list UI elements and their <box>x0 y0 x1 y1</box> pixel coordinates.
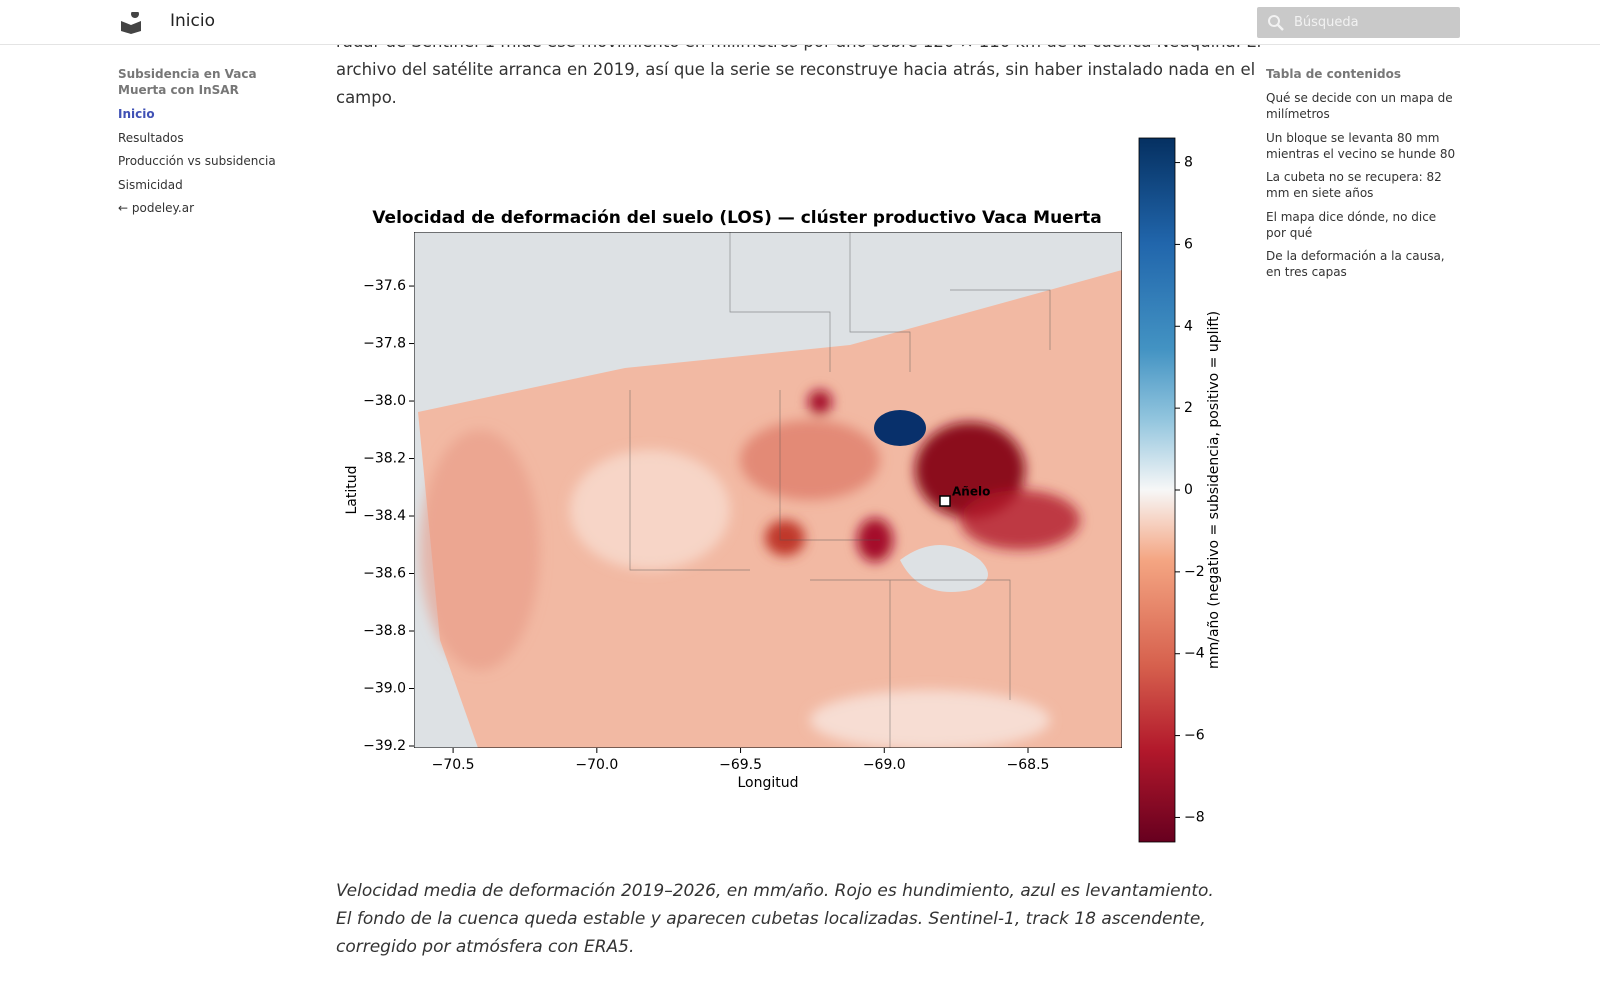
x-tick-label: −68.5 <box>1007 757 1050 773</box>
search-box[interactable]: Búsqueda <box>1257 7 1460 38</box>
y-tick-label: −38.6 <box>363 566 406 582</box>
colorbar-tick-label: 6 <box>1184 236 1193 252</box>
figure-caption: Velocidad media de deformación 2019–2026… <box>336 881 1214 957</box>
colorbar-tick-label: −8 <box>1184 809 1205 825</box>
x-axis-label: Longitud <box>737 775 798 791</box>
y-tick-label: −39.2 <box>363 738 406 754</box>
colorbar-tick-label: 4 <box>1184 318 1193 334</box>
y-tick-label: −37.6 <box>363 278 406 294</box>
nav-link[interactable]: Producción vs subsidencia <box>118 154 276 168</box>
header: Inicio Búsqueda <box>0 0 1600 45</box>
x-tick-label: −70.0 <box>575 757 618 773</box>
colorbar-tick-label: 2 <box>1184 400 1193 416</box>
y-axis-label: Latitud <box>344 465 360 514</box>
figure-title: Velocidad de deformación del suelo (LOS)… <box>372 208 1101 228</box>
paragraph-line: archivo del satélite arranca en 2019, as… <box>336 60 1256 79</box>
y-tick-label: −38.0 <box>363 393 406 409</box>
toc-link[interactable]: Qué se decide con un mapa de milímetros <box>1266 91 1453 121</box>
map-raster <box>414 232 1122 748</box>
colorbar-tick-label: 0 <box>1184 482 1193 498</box>
colorbar <box>1138 137 1176 843</box>
x-tick-label: −70.5 <box>432 757 475 773</box>
nav-link[interactable]: Inicio <box>118 107 155 121</box>
toc-title: Tabla de contenidos <box>1266 67 1402 81</box>
nav-link[interactable]: ← podeley.ar <box>118 201 195 215</box>
x-tick-label: −69.0 <box>863 757 906 773</box>
colorbar-label: mm/año (negativo = subsidencia, positivo… <box>1206 311 1222 669</box>
nav-link[interactable]: Sismicidad <box>118 177 183 192</box>
toc-link[interactable]: De la deformación a la causa, en tres ca… <box>1266 249 1445 279</box>
logo[interactable] <box>120 12 142 34</box>
search-placeholder: Búsqueda <box>1294 15 1359 30</box>
paragraph-line: campo. <box>336 88 397 107</box>
y-tick-label: −37.8 <box>363 336 406 352</box>
search-icon <box>1268 15 1284 31</box>
y-tick-label: −39.0 <box>363 680 406 696</box>
y-tick-label: −38.8 <box>363 623 406 639</box>
figure: Añelo Velocidad de deformación del suelo… <box>344 137 1222 843</box>
colorbar-tick-label: −4 <box>1184 646 1205 662</box>
toc-link[interactable]: La cubeta no se recupera: 82 mm en siete… <box>1266 170 1442 200</box>
nav-link[interactable]: Resultados <box>118 130 184 145</box>
y-tick-label: −38.2 <box>363 451 406 467</box>
town-marker <box>939 495 951 507</box>
annotation: Añelo <box>952 485 990 499</box>
y-tick-label: −38.4 <box>363 508 406 524</box>
site-title[interactable]: Inicio <box>170 11 215 31</box>
sidebar-nav: Subsidencia en Vaca Muerta con InSAR Ini… <box>118 66 298 224</box>
colorbar-tick-label: −2 <box>1184 564 1205 580</box>
colorbar-tick-label: −6 <box>1184 728 1205 744</box>
toc-link[interactable]: Un bloque se levanta 80 mm mientras el v… <box>1266 130 1456 161</box>
nav-title[interactable]: Subsidencia en Vaca Muerta con InSAR <box>118 67 257 97</box>
toc-link[interactable]: El mapa dice dónde, no dice por qué <box>1266 209 1437 240</box>
colorbar-tick-label: 8 <box>1184 155 1193 171</box>
x-tick-label: −69.5 <box>719 757 762 773</box>
table-of-contents: Tabla de contenidos Qué se decide con un… <box>1266 66 1456 288</box>
